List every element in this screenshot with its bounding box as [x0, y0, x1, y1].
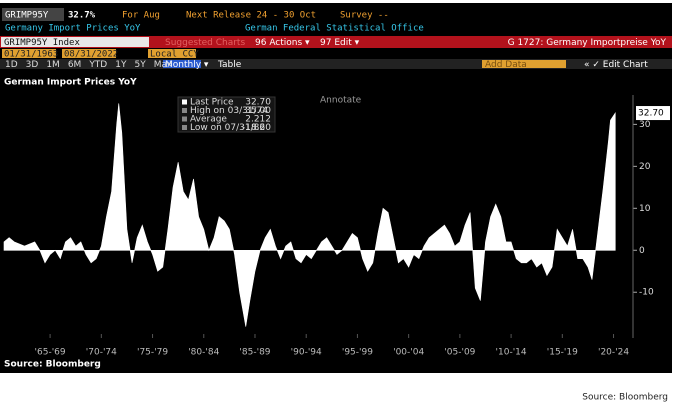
x-tick-label: '95-'99	[342, 348, 373, 358]
x-tick-label: '05-'09	[444, 348, 475, 358]
chart-name: G 1727: Germany Importpreise YoY	[508, 38, 667, 48]
x-tick-label: '10-'14	[496, 348, 527, 358]
legend-value: 2.212	[245, 115, 271, 125]
x-tick-label: '65-'69	[35, 348, 66, 358]
add-data-field[interactable]	[482, 60, 566, 68]
legend-value: 35.00	[245, 106, 271, 116]
toolbar-bar	[0, 36, 672, 48]
y-tick-label: 0	[639, 246, 645, 256]
legend-label: Low on 07/31/86	[190, 123, 265, 133]
security: GRIMP95Y Index	[4, 38, 80, 48]
period-bar	[0, 59, 672, 69]
y-tick-label: 10	[639, 204, 651, 214]
legend-swatch	[182, 99, 187, 105]
end-date: 08/31/2022	[64, 50, 118, 60]
legend-label: Average	[190, 115, 227, 125]
x-tick-label: '20-'24	[598, 348, 629, 358]
legend-swatch	[182, 108, 187, 113]
edit-menu[interactable]: 97 Edit ▾	[320, 38, 360, 48]
frequency: Monthly ▾	[165, 60, 209, 70]
x-tick-label: '70-'74	[86, 348, 117, 358]
series-name: Germany Import Prices YoY	[5, 24, 141, 34]
area	[3, 103, 616, 327]
end-field[interactable]	[62, 49, 116, 58]
last-price-label: 32.70	[638, 109, 664, 119]
period-button[interactable]: 5Y	[134, 60, 146, 70]
period: For Aug	[122, 11, 160, 21]
caption: Source: Bloomberg	[582, 393, 668, 403]
table-button[interactable]: Table	[217, 60, 242, 70]
chart-source: Source: Bloomberg	[4, 360, 101, 370]
annotate[interactable]: Annotate	[320, 96, 362, 106]
x-tick-label: '85-'89	[239, 348, 270, 358]
x-tick-label: '75-'79	[137, 348, 168, 358]
edit-chart[interactable]: « ✓ Edit Chart	[584, 60, 648, 70]
currency-field[interactable]	[148, 49, 196, 58]
legend-swatch	[182, 125, 187, 130]
y-tick-label: -10	[639, 288, 654, 298]
x-tick-label: '90-'94	[291, 348, 322, 358]
actions-menu[interactable]: 96 Actions ▾	[255, 38, 310, 48]
x-tick-label: '00-'04	[393, 348, 424, 358]
next-release: Next Release 24 - 30 Oct	[186, 11, 316, 21]
legend-value: 32.70	[245, 98, 271, 108]
period-button[interactable]: 1D	[5, 60, 18, 70]
start-field[interactable]	[2, 49, 56, 58]
survey: Survey --	[340, 11, 389, 21]
frequency-box[interactable]	[163, 60, 201, 68]
y-tick-label: 20	[639, 162, 651, 172]
suggested-charts[interactable]: Suggested Charts	[165, 38, 245, 48]
last-price-flag	[636, 106, 670, 121]
source-org: German Federal Statistical Office	[245, 24, 424, 34]
currency: Local CCY	[150, 50, 199, 60]
security-field[interactable]	[1, 37, 149, 47]
period-button[interactable]: 3D	[26, 60, 39, 70]
legend-label: Last Price	[190, 98, 234, 108]
legend-label: High on 03/31/74	[190, 106, 268, 116]
last-value: 32.7%	[68, 11, 96, 21]
period-button[interactable]: Max	[154, 60, 173, 70]
x-tick-label: '80-'84	[188, 348, 219, 358]
y-tick-label: 30	[639, 120, 651, 130]
period-button[interactable]: 1Y	[115, 60, 127, 70]
chart-title: German Import Prices YoY	[4, 78, 137, 88]
add-data: Add Data	[485, 60, 527, 70]
period-button[interactable]: YTD	[88, 60, 107, 70]
ticker-box	[2, 8, 64, 21]
legend-swatch	[182, 116, 187, 122]
x-tick-label: '15-'19	[547, 348, 578, 358]
period-button[interactable]: 6M	[68, 60, 82, 70]
ticker: GRIMP95Y	[5, 11, 49, 21]
start-date: 01/31/1963	[4, 50, 58, 60]
legend-box	[177, 96, 276, 133]
legend-value: -18.20	[242, 123, 271, 133]
period-button[interactable]: 1M	[46, 60, 60, 70]
